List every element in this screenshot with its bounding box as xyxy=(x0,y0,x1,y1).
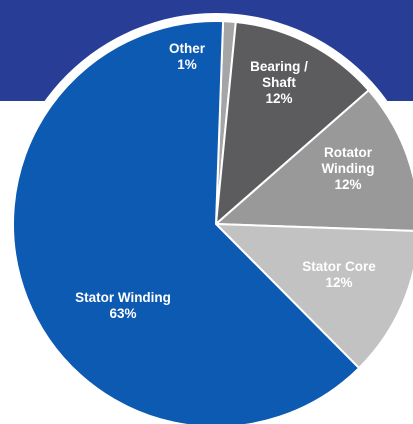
slice-value-label: 12% xyxy=(325,275,352,290)
slice-value-label: 12% xyxy=(334,177,361,192)
slice-value-label: 63% xyxy=(109,306,136,321)
pie-slices xyxy=(12,20,413,424)
slice-label: Stator Winding xyxy=(75,290,171,305)
pie-slice-rotator-winding xyxy=(213,88,413,232)
slice-label: Bearing / xyxy=(250,59,308,74)
pie-slice-stator-winding xyxy=(12,20,361,424)
slice-label: Stator Core xyxy=(302,259,376,274)
slice-value-label: 1% xyxy=(177,57,197,72)
pie-slice-stator-core xyxy=(213,222,413,370)
slice-label: Other xyxy=(169,41,206,56)
pie-slice-bearing-shaft xyxy=(214,20,371,227)
slice-value-label: 12% xyxy=(265,91,292,106)
slice-label: Winding xyxy=(321,161,374,176)
slice-label: Rotator xyxy=(324,145,373,160)
slice-label: Shaft xyxy=(262,75,296,90)
